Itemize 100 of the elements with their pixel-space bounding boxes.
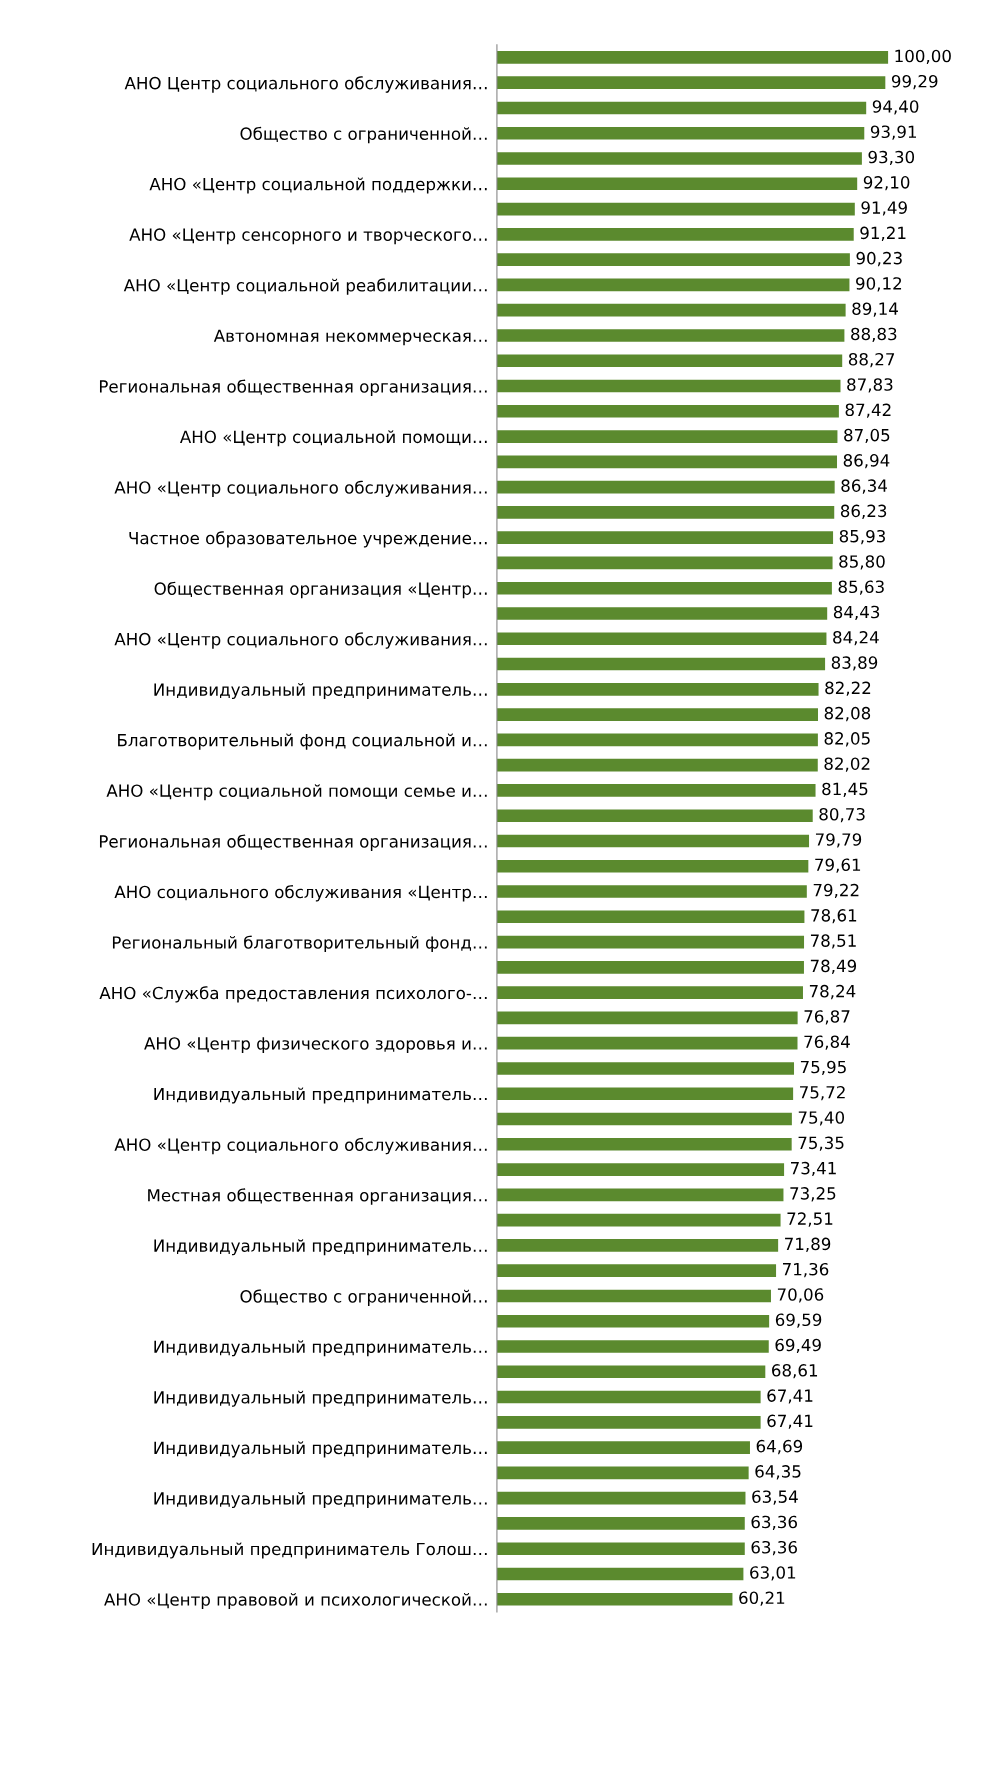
data-label: 82,05 [824,732,870,747]
data-label: 68,61 [772,1364,818,1379]
bar [496,278,850,292]
bar [496,76,886,90]
bar [496,1365,766,1379]
data-label: 79,79 [815,833,862,848]
data-label: 73,41 [791,1161,836,1177]
y-tick-label: Индивидуальный предприниматель Голош… [92,1542,487,1559]
data-label: 75,35 [798,1136,844,1151]
data-label: 78,61 [811,909,857,924]
data-label: 73,25 [790,1187,836,1202]
bar [496,202,855,216]
data-label: 78,51 [810,934,856,949]
bar [496,404,839,418]
data-label: 76,87 [804,1010,850,1025]
data-label: 85,93 [839,529,885,545]
y-tick-label: АНО «Служба предоставления психолого-… [99,986,487,1003]
bar [496,809,813,823]
bar [496,581,832,595]
data-label: 85,63 [838,580,884,595]
bar [496,607,828,620]
y-tick-label: АНО «Центр правовой и психологической… [104,1593,487,1610]
data-label: 63,36 [751,1540,797,1556]
bar [496,1289,771,1303]
data-label: 71,89 [785,1237,831,1252]
data-label: 69,49 [775,1338,821,1354]
data-label: 87,83 [847,378,893,393]
bar [496,1340,769,1353]
data-label: 69,59 [775,1313,822,1328]
bar [496,228,854,241]
data-label: 93,91 [870,125,917,140]
data-label: 79,61 [815,858,861,873]
bar [496,329,845,342]
data-label: 88,27 [848,352,895,368]
data-label: 99,29 [891,74,938,90]
data-label: 76,84 [804,1035,850,1050]
bar [496,1491,746,1505]
bar [496,1213,781,1227]
bar [496,986,803,999]
bar [496,657,826,671]
y-tick-label: АНО «Центр сенсорного и творческого… [129,228,487,245]
y-tick-label: Частное образовательное учреждение… [129,531,487,548]
bar [496,683,819,696]
data-label: 89,14 [852,302,898,317]
bar [496,126,865,140]
data-label: 70,06 [777,1288,824,1303]
data-label: 63,54 [752,1490,798,1505]
bar [496,758,818,772]
y-tick-label: АНО «Центр социальной помощи… [179,430,487,447]
y-tick-label: Индивидуальный предприниматель… [154,1390,487,1407]
bar [496,455,838,469]
y-tick-label: АНО Центр социального обслуживания… [124,76,487,93]
bar [496,1112,792,1126]
bar [496,1062,795,1075]
y-tick-label: Региональный благотворительный фонд… [112,935,487,953]
data-label: 78,24 [809,984,856,1000]
y-tick-label: АНО «Центр социальной помощи семье и… [106,784,487,801]
bar [496,784,816,797]
bar [496,253,850,266]
bar [496,152,862,165]
y-tick-label: Индивидуальный предприниматель… [154,1239,487,1256]
data-label: 92,10 [863,176,910,191]
bar [496,1188,784,1202]
bar [496,430,838,443]
data-label: 91,49 [861,201,907,216]
data-label: 85,80 [839,555,885,570]
data-label: 82,02 [824,757,870,772]
bar [496,51,889,64]
data-label: 75,40 [798,1111,845,1126]
y-tick-label: Индивидуальный предприниматель… [154,683,487,700]
data-label: 94,40 [872,100,919,115]
bar [496,1314,770,1328]
data-label: 60,21 [739,1591,785,1606]
data-label: 84,43 [833,605,880,621]
data-label: 71,36 [782,1262,829,1278]
data-label: 90,23 [856,251,902,267]
bar [496,354,843,368]
bar [496,506,835,519]
data-label: 79,22 [813,883,859,899]
bar [496,1264,777,1277]
data-label: 72,51 [787,1212,833,1227]
data-label: 88,83 [851,327,897,342]
bar [496,632,827,646]
y-tick-label: Региональная общественная организация… [99,834,487,851]
data-label: 86,23 [840,504,887,519]
data-label: 67,41 [767,1389,813,1404]
bar [496,1036,798,1050]
data-label: 86,34 [841,479,887,494]
data-label: 80,73 [819,807,865,823]
data-label: 86,94 [843,454,890,469]
y-tick-label: Общественная организация «Центр… [154,581,487,599]
data-label: 63,01 [750,1566,796,1581]
bar [496,556,833,570]
bar [496,480,835,494]
data-label: 84,24 [833,631,879,646]
bar [496,935,805,949]
bar [496,177,858,191]
data-label: 64,69 [756,1439,803,1455]
y-tick-label: АНО «Центр социальной поддержки… [149,177,487,194]
bar [496,859,809,873]
